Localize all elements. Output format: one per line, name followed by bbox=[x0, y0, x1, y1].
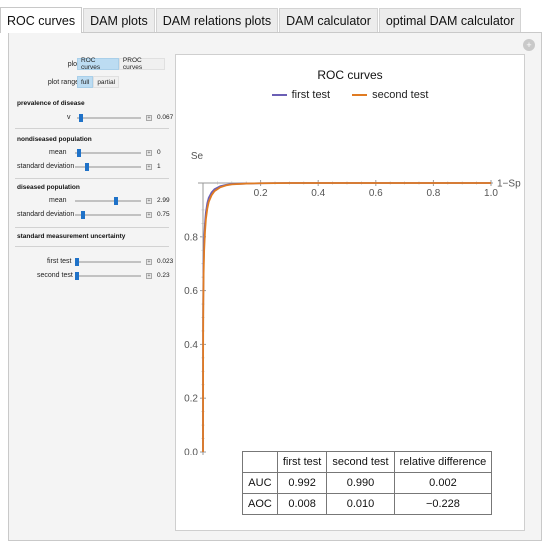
plus-icon[interactable]: + bbox=[146, 273, 152, 279]
table-header: first test bbox=[276, 451, 328, 473]
table-row-label: AOC bbox=[242, 493, 278, 515]
x-tick-label: 0.8 bbox=[426, 188, 440, 199]
legend-label-second: second test bbox=[372, 89, 429, 101]
tab-dam-plots[interactable]: DAM plots bbox=[83, 8, 155, 33]
tab-optimal-dam-calculator[interactable]: optimal DAM calculator bbox=[378, 8, 522, 33]
prevalence-slider[interactable] bbox=[77, 114, 141, 122]
plot-label: plot bbox=[67, 60, 79, 68]
legend-item-second-test: second test bbox=[352, 89, 428, 101]
slider-thumb[interactable] bbox=[74, 272, 79, 280]
legend-item-first-test: first test bbox=[271, 89, 331, 101]
table-row-label: AUC bbox=[242, 472, 278, 494]
nondiseased-mean-label: mean bbox=[49, 149, 67, 156]
tab-dam-calculator[interactable]: DAM calculator bbox=[279, 8, 378, 33]
table-cell: 0.002 bbox=[393, 472, 493, 494]
legend-label-first: first test bbox=[291, 89, 331, 101]
table-cell: 0.010 bbox=[326, 493, 395, 515]
plot-selector-row: plot ROC curves PROC curves bbox=[15, 57, 165, 71]
chart-legend: first test second test bbox=[176, 89, 524, 101]
y-axis-label: Se bbox=[191, 151, 204, 162]
uncertainty-title: standard measurement uncertainty bbox=[17, 233, 126, 240]
plot-option-proc[interactable]: PROC curves bbox=[118, 57, 165, 71]
first-test-slider[interactable] bbox=[74, 258, 141, 266]
table-row: AUC 0.992 0.990 0.002 bbox=[242, 472, 493, 494]
nondiseased-mean-value: 0 bbox=[157, 149, 161, 156]
first-test-value: 0.023 bbox=[157, 258, 174, 265]
nondiseased-mean-slider[interactable] bbox=[75, 149, 141, 157]
table-corner-cell bbox=[242, 451, 278, 473]
diseased-sd-slider[interactable] bbox=[75, 211, 141, 219]
legend-swatch-second bbox=[352, 94, 368, 96]
roc-series-first-test bbox=[202, 182, 491, 453]
second-test-label: second test bbox=[37, 272, 73, 279]
range-label: plot range bbox=[47, 78, 79, 86]
range-option-partial[interactable]: partial bbox=[93, 76, 120, 88]
table-cell: 0.990 bbox=[326, 472, 395, 494]
y-tick-label: 0.0 bbox=[184, 448, 198, 456]
table-cell: −0.228 bbox=[393, 493, 493, 515]
nondiseased-sd-label: standard deviation bbox=[17, 163, 75, 170]
prevalence-title: prevalence of disease bbox=[17, 100, 85, 107]
y-tick-label: 0.8 bbox=[184, 232, 198, 243]
chart-title: ROC curves bbox=[317, 68, 383, 82]
range-selector-row: plot range full partial bbox=[15, 76, 165, 88]
content-panel: + plot ROC curves PROC curves plot range… bbox=[8, 32, 542, 541]
x-tick-label: 0.4 bbox=[311, 188, 325, 199]
y-tick-label: 0.6 bbox=[184, 286, 198, 297]
plus-icon[interactable]: + bbox=[146, 115, 152, 121]
diseased-mean-value: 2.99 bbox=[157, 197, 170, 204]
plus-icon[interactable]: + bbox=[146, 259, 152, 265]
plus-icon[interactable]: + bbox=[146, 164, 152, 170]
plus-circle-icon[interactable]: + bbox=[523, 39, 535, 51]
table-header-row: first test second test relative differen… bbox=[242, 451, 493, 473]
slider-thumb[interactable] bbox=[84, 163, 89, 171]
x-tick-label: 0.6 bbox=[369, 188, 383, 199]
diseased-sd-value: 0.75 bbox=[157, 211, 170, 218]
tab-roc-curves[interactable]: ROC curves bbox=[0, 7, 83, 33]
diseased-sd-label: standard deviation bbox=[17, 211, 75, 218]
slider-thumb[interactable] bbox=[113, 197, 118, 205]
table-header: relative difference bbox=[393, 451, 493, 473]
slider-thumb[interactable] bbox=[80, 211, 85, 219]
x-tick-label: 1.0 bbox=[484, 188, 498, 199]
roc-series-second-test bbox=[202, 182, 491, 453]
nondiseased-title: nondiseased population bbox=[17, 136, 92, 143]
results-table: first test second test relative differen… bbox=[242, 451, 493, 515]
table-cell: 0.992 bbox=[276, 472, 328, 494]
y-tick-label: 0.4 bbox=[184, 340, 198, 351]
x-axis-label: 1−Sp bbox=[497, 179, 521, 190]
tab-bar: ROC curves DAM plots DAM relations plots… bbox=[0, 7, 550, 33]
diseased-mean-slider[interactable] bbox=[75, 197, 141, 205]
second-test-value: 0.23 bbox=[157, 272, 170, 279]
table-header: second test bbox=[326, 451, 395, 473]
y-tick-label: 0.2 bbox=[184, 394, 198, 405]
nondiseased-sd-value: 1 bbox=[157, 163, 161, 170]
slider-thumb[interactable] bbox=[79, 114, 84, 122]
roc-chart-svg: 0.2 0.4 0.6 0.8 1.0 0.0 0.2 0.4 0.6 0.8 Se 1−Sp bbox=[184, 151, 521, 456]
prevalence-value: 0.067 bbox=[157, 114, 174, 121]
diseased-title: diseased population bbox=[17, 184, 80, 191]
x-tick-label: 0.2 bbox=[254, 188, 268, 199]
range-option-full[interactable]: full bbox=[77, 76, 94, 88]
plot-option-roc[interactable]: ROC curves bbox=[77, 57, 119, 71]
prevalence-v-label: v bbox=[67, 114, 71, 121]
roc-plot-area: ROC curves first test second test 0.2 0.4… bbox=[175, 54, 525, 531]
second-test-slider[interactable] bbox=[74, 272, 141, 280]
tab-dam-relations-plots[interactable]: DAM relations plots bbox=[155, 8, 279, 33]
slider-thumb[interactable] bbox=[76, 149, 81, 157]
first-test-label: first test bbox=[47, 258, 72, 265]
plus-icon[interactable]: + bbox=[146, 212, 152, 218]
legend-swatch-first bbox=[271, 94, 287, 96]
nondiseased-sd-slider[interactable] bbox=[75, 163, 141, 171]
slider-thumb[interactable] bbox=[74, 258, 79, 266]
table-cell: 0.008 bbox=[276, 493, 328, 515]
table-row: AOC 0.008 0.010 −0.228 bbox=[242, 493, 493, 515]
plus-icon[interactable]: + bbox=[146, 150, 152, 156]
controls-panel: plot ROC curves PROC curves plot range f… bbox=[9, 33, 174, 333]
diseased-mean-label: mean bbox=[49, 197, 67, 204]
plus-icon[interactable]: + bbox=[146, 198, 152, 204]
